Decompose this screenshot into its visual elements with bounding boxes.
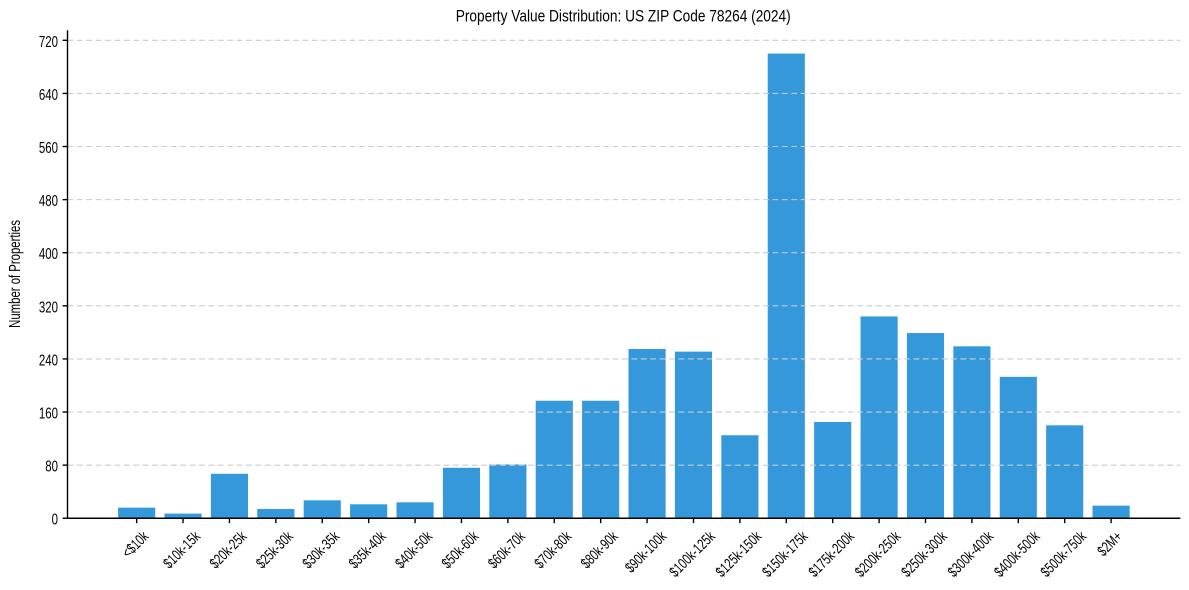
svg-text:640: 640 [39,86,58,103]
svg-text:720: 720 [39,33,58,50]
svg-text:80: 80 [45,458,58,475]
svg-text:560: 560 [39,139,58,156]
svg-text:400: 400 [39,245,58,262]
svg-text:480: 480 [39,192,58,209]
svg-text:0: 0 [52,511,59,528]
svg-text:Number of Properties: Number of Properties [5,220,23,328]
svg-text:Property Value Distribution: U: Property Value Distribution: US ZIP Code… [456,7,791,26]
svg-text:320: 320 [39,299,58,316]
svg-text:240: 240 [39,352,58,369]
svg-text:160: 160 [39,405,58,422]
